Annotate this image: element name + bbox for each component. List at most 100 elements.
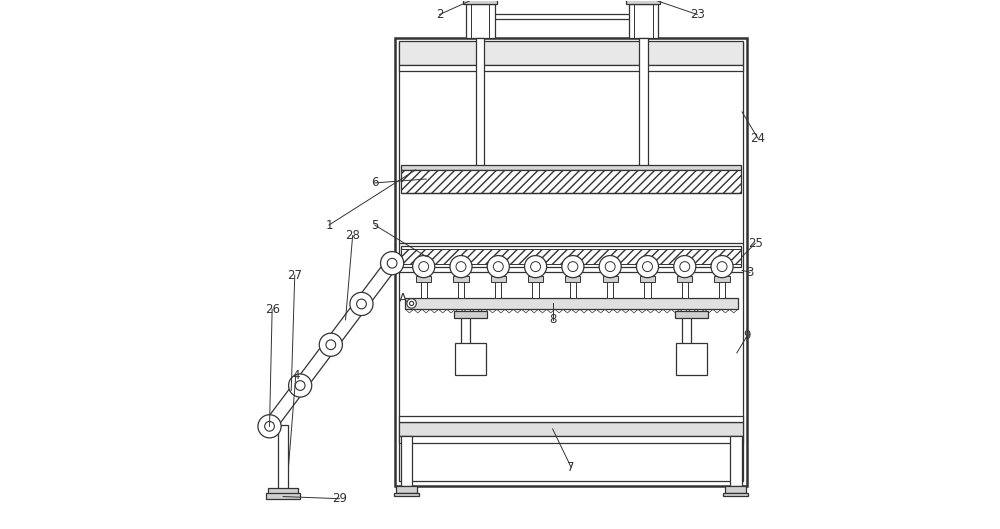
Bar xyxy=(399,422,743,435)
Circle shape xyxy=(643,262,652,271)
Bar xyxy=(565,276,580,282)
Bar xyxy=(719,279,725,298)
Bar xyxy=(532,279,539,298)
Circle shape xyxy=(289,374,312,397)
Circle shape xyxy=(413,256,435,278)
Bar xyxy=(640,276,655,282)
Bar xyxy=(399,42,743,481)
Bar xyxy=(634,178,653,187)
Text: 9: 9 xyxy=(744,329,751,342)
Bar xyxy=(639,38,648,180)
Bar xyxy=(495,279,501,298)
Bar xyxy=(421,279,427,298)
Text: 25: 25 xyxy=(748,237,763,250)
Bar xyxy=(405,298,738,309)
Text: A: A xyxy=(399,292,407,305)
Bar xyxy=(399,435,743,443)
Bar xyxy=(626,0,660,4)
Circle shape xyxy=(258,415,281,438)
Bar xyxy=(528,276,543,282)
Circle shape xyxy=(525,256,547,278)
Circle shape xyxy=(326,340,336,350)
Bar xyxy=(268,488,298,495)
Bar xyxy=(401,246,741,267)
Bar xyxy=(682,279,688,298)
Bar xyxy=(394,493,419,496)
Bar xyxy=(723,493,748,496)
Text: 5: 5 xyxy=(371,218,378,232)
Bar xyxy=(461,312,470,346)
Text: 28: 28 xyxy=(345,229,360,242)
Bar xyxy=(458,279,464,298)
Bar xyxy=(396,486,417,493)
Text: 27: 27 xyxy=(287,269,302,281)
Text: 23: 23 xyxy=(690,8,705,21)
Circle shape xyxy=(568,262,578,271)
Bar xyxy=(278,425,288,489)
Bar xyxy=(677,276,692,282)
Bar xyxy=(466,4,495,38)
Circle shape xyxy=(717,262,727,271)
Circle shape xyxy=(487,256,509,278)
Text: 29: 29 xyxy=(332,492,347,505)
Text: 4: 4 xyxy=(292,369,300,381)
Bar xyxy=(266,494,300,499)
Circle shape xyxy=(319,333,342,357)
Bar xyxy=(644,279,651,298)
Bar xyxy=(399,41,743,65)
Circle shape xyxy=(387,258,397,268)
Bar xyxy=(714,276,730,282)
Circle shape xyxy=(674,256,696,278)
Circle shape xyxy=(599,256,621,278)
Bar xyxy=(395,38,747,486)
Circle shape xyxy=(531,262,541,271)
Circle shape xyxy=(381,252,404,275)
Circle shape xyxy=(605,262,615,271)
Circle shape xyxy=(711,256,733,278)
Bar xyxy=(682,312,691,346)
Text: 3: 3 xyxy=(746,266,754,279)
Bar xyxy=(399,65,743,71)
Text: 24: 24 xyxy=(750,132,765,145)
Bar xyxy=(463,0,497,4)
Bar xyxy=(416,276,431,282)
Bar xyxy=(401,435,412,486)
Bar xyxy=(455,343,486,375)
Circle shape xyxy=(419,262,429,271)
Circle shape xyxy=(450,256,472,278)
Bar xyxy=(401,165,741,170)
Bar xyxy=(491,276,506,282)
Bar xyxy=(454,311,487,318)
Bar xyxy=(399,416,743,422)
Bar xyxy=(570,279,576,298)
Text: 8: 8 xyxy=(549,313,556,326)
Bar xyxy=(471,178,490,187)
Bar xyxy=(725,486,746,493)
Circle shape xyxy=(407,299,416,308)
Bar xyxy=(453,276,469,282)
Text: 7: 7 xyxy=(567,461,575,473)
Bar xyxy=(675,311,708,318)
Text: 2: 2 xyxy=(436,8,443,21)
Bar xyxy=(401,170,741,194)
Circle shape xyxy=(562,256,584,278)
Circle shape xyxy=(680,262,690,271)
Text: 26: 26 xyxy=(265,303,280,316)
Bar xyxy=(401,249,741,264)
Text: 6: 6 xyxy=(371,177,379,189)
Circle shape xyxy=(493,262,503,271)
Circle shape xyxy=(265,422,274,431)
Circle shape xyxy=(357,299,366,309)
Circle shape xyxy=(350,293,373,315)
Bar xyxy=(676,343,707,375)
Circle shape xyxy=(409,302,414,306)
Circle shape xyxy=(295,381,305,390)
Bar xyxy=(607,279,613,298)
Circle shape xyxy=(636,256,659,278)
Text: 1: 1 xyxy=(325,218,333,232)
Circle shape xyxy=(456,262,466,271)
Bar xyxy=(476,38,484,180)
Bar xyxy=(603,276,618,282)
Bar xyxy=(629,4,658,38)
Bar xyxy=(730,435,742,486)
